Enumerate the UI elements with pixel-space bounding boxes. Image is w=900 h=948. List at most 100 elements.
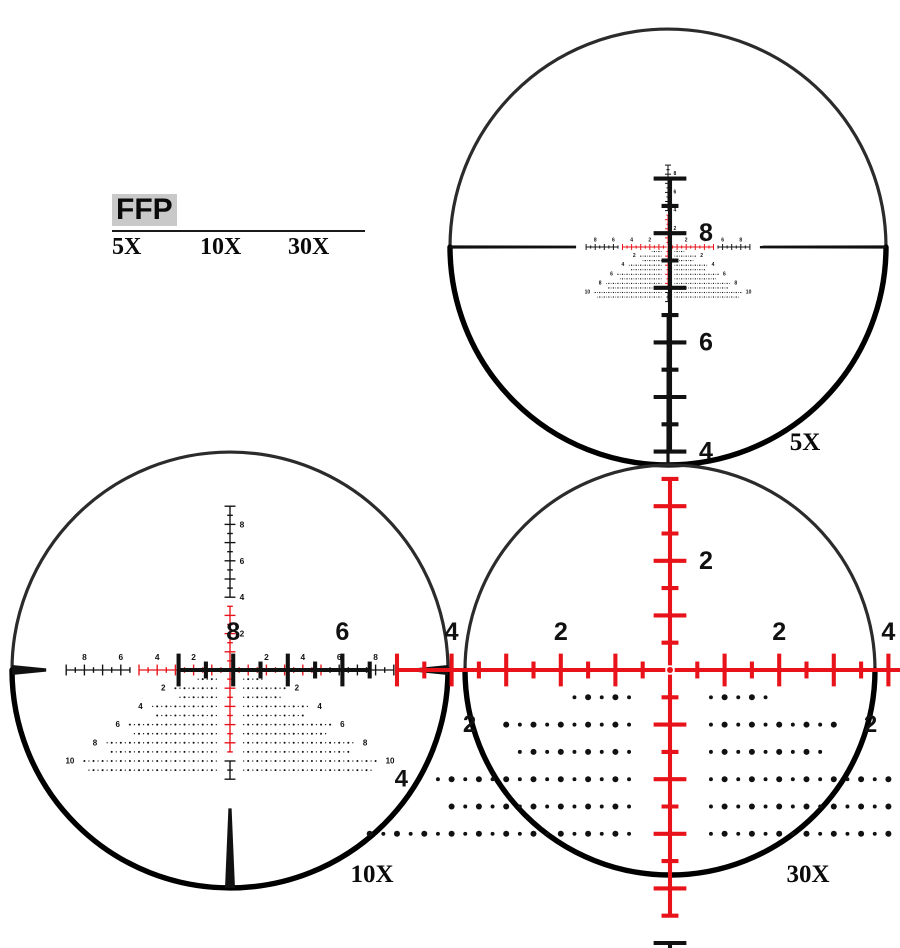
tree-dot	[612, 287, 615, 289]
tree-row	[630, 269, 706, 271]
tree-dot	[688, 273, 689, 275]
tree-dot	[683, 260, 685, 262]
tree-dot	[329, 741, 332, 744]
tree-dot	[265, 696, 268, 699]
tree-dot	[653, 273, 655, 275]
tree-dot	[247, 696, 250, 699]
tree-dot	[210, 750, 213, 753]
magnification-caption-30x: 30X	[786, 861, 829, 888]
tree-dot	[156, 741, 159, 744]
tree-dot	[201, 732, 204, 735]
tree-dot	[763, 695, 768, 700]
tree-dot	[265, 732, 268, 735]
tree-dot	[206, 705, 208, 708]
tree-dot	[381, 831, 386, 836]
reticle: 2244224466882468	[176, 176, 900, 948]
tree-dot	[694, 287, 696, 289]
tree-dot	[763, 777, 768, 782]
tree-row-label: 6	[610, 271, 613, 277]
tree-dot	[242, 714, 245, 717]
tree-dot	[151, 769, 154, 771]
tree-dot	[174, 723, 177, 726]
tree-dot	[197, 751, 199, 753]
tree-dot	[242, 678, 245, 680]
tree-dot	[615, 292, 617, 293]
tree-dot	[710, 278, 712, 280]
tree-dot	[703, 291, 706, 294]
h-axis-label: 8	[82, 652, 87, 662]
tree-dot	[830, 830, 837, 837]
tree-dot	[247, 714, 250, 717]
tree-row-label: 6	[340, 720, 345, 729]
tree-dot	[627, 777, 632, 782]
tree-dot	[681, 278, 683, 280]
tree-dot	[270, 751, 272, 753]
tree-dot	[597, 296, 598, 298]
tree-dot	[288, 714, 290, 717]
tree-dot	[242, 705, 245, 708]
tree-dot	[736, 804, 741, 809]
tree-dot	[653, 255, 655, 257]
legend-mark-5x: 5X	[112, 234, 142, 260]
tree-dot	[626, 287, 628, 289]
tree-dot	[503, 776, 510, 783]
tree-dot	[683, 273, 685, 275]
tree-dot	[270, 760, 272, 762]
tree-dot	[885, 803, 892, 810]
reticle-h-red-right	[669, 244, 714, 250]
h-axis-label: 2	[685, 237, 688, 243]
tree-dot	[361, 769, 363, 771]
tree-dot	[692, 255, 694, 257]
tree-row	[88, 769, 372, 772]
tree-dot	[736, 695, 741, 700]
tree-dot	[306, 760, 309, 762]
tree-dot	[292, 769, 295, 772]
tree-dot	[215, 760, 218, 762]
tree-dot	[697, 287, 699, 289]
tree-dot	[612, 694, 619, 701]
v-axis-label: 6	[240, 556, 245, 566]
tree-dot	[192, 769, 195, 772]
tree-dot	[644, 255, 646, 257]
tree-dot	[619, 282, 621, 284]
tree-dot	[137, 741, 141, 744]
tree-dot	[247, 750, 250, 753]
tree-dot	[156, 705, 159, 708]
tree-dot	[736, 831, 741, 836]
tree-dot	[790, 804, 795, 809]
tree-dot	[572, 749, 577, 754]
tree-dot	[261, 678, 263, 680]
tree-dot	[156, 759, 159, 763]
tree-dot	[681, 273, 683, 275]
tree-dot	[343, 760, 345, 762]
tree-dot	[165, 750, 168, 753]
tree-dot	[137, 759, 141, 763]
tree-dot	[297, 742, 299, 744]
tree-dot	[201, 769, 204, 772]
tree-dot	[748, 748, 755, 755]
tree-dot	[503, 803, 510, 810]
tree-dot	[247, 769, 250, 772]
tree-dot	[124, 742, 127, 744]
tree-dot	[161, 733, 163, 735]
tree-dot	[192, 741, 195, 744]
tree-dot	[274, 696, 277, 699]
tree-dot	[681, 250, 683, 253]
tree-dot	[170, 705, 172, 708]
tree-dot	[763, 749, 768, 754]
tree-dot	[690, 260, 692, 262]
tree-dot	[365, 759, 368, 763]
tree-row-label: 10	[386, 757, 395, 766]
reticle-v-black-down	[653, 940, 687, 948]
tree-dot	[790, 831, 795, 836]
tree-dot	[703, 278, 706, 280]
tree-dot	[530, 776, 537, 783]
tree-dot	[633, 264, 635, 266]
tree-dot	[676, 282, 678, 285]
tree-dot	[119, 769, 122, 772]
tree-dot	[724, 282, 726, 284]
tree-dot	[517, 804, 522, 809]
tree-dot	[585, 776, 592, 783]
tree-dot	[763, 831, 768, 836]
tree-dot	[710, 296, 712, 298]
